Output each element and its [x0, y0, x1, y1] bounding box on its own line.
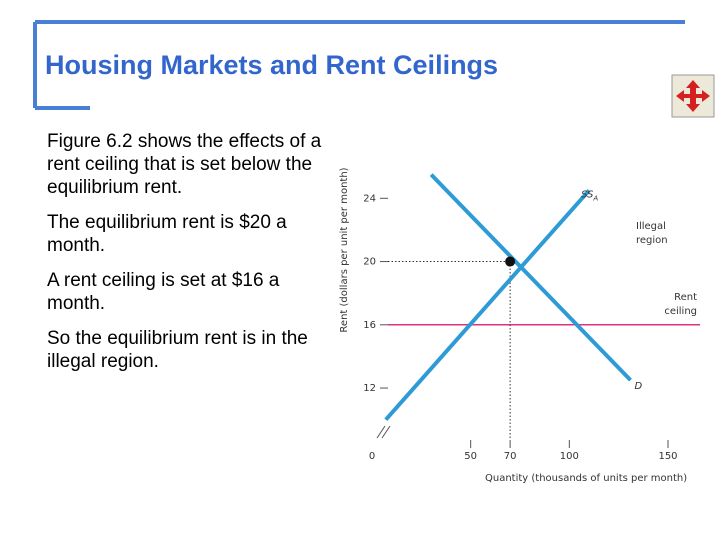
bullet: So the equilibrium rent is in the illega… — [47, 328, 308, 372]
y-axis-label: Rent (dollars per unit per month) — [339, 167, 350, 332]
x-tick-label: 70 — [504, 451, 517, 462]
y-tick-label: 16 — [363, 320, 376, 331]
bullet: The equilibrium rent is $20 a month. — [47, 212, 287, 256]
annotation: region — [636, 235, 668, 246]
y-tick-label: 24 — [363, 193, 376, 204]
axis-break — [376, 425, 391, 439]
ceiling-label: Rent — [674, 292, 697, 303]
y-tick-label: 12 — [363, 383, 376, 394]
icon-arrows — [676, 80, 710, 112]
x-axis-label: Quantity (thousands of units per month) — [485, 473, 687, 484]
x-tick-label: 50 — [464, 451, 477, 462]
move-icon[interactable] — [671, 74, 715, 118]
bullet-list: Figure 6.2 shows the effects of a rent c… — [47, 130, 342, 385]
annotation: Illegal — [636, 221, 666, 232]
series-subscript: A — [592, 194, 598, 202]
y-tick-label: 20 — [363, 257, 376, 268]
series-name: SS — [581, 189, 594, 200]
curve — [384, 189, 591, 422]
series-label: SSA — [581, 189, 598, 202]
curve — [429, 173, 632, 382]
x-tick-label: 100 — [560, 451, 579, 462]
bullet: A rent ceiling is set at $16 a month. — [47, 270, 280, 314]
plot: 12 16 20 24 0 50 70 100 150 Quantity (thousands o… — [339, 167, 700, 484]
x-tick-label: 0 — [369, 451, 375, 462]
series-label: D — [635, 381, 643, 392]
equilibrium-point — [505, 256, 516, 267]
bullet: Figure 6.2 shows the effects of a rent c… — [47, 131, 322, 198]
ceiling-label: ceiling — [664, 306, 697, 317]
title: Housing Markets and Rent Ceilings — [45, 50, 499, 80]
x-tick-label: 150 — [658, 451, 677, 462]
